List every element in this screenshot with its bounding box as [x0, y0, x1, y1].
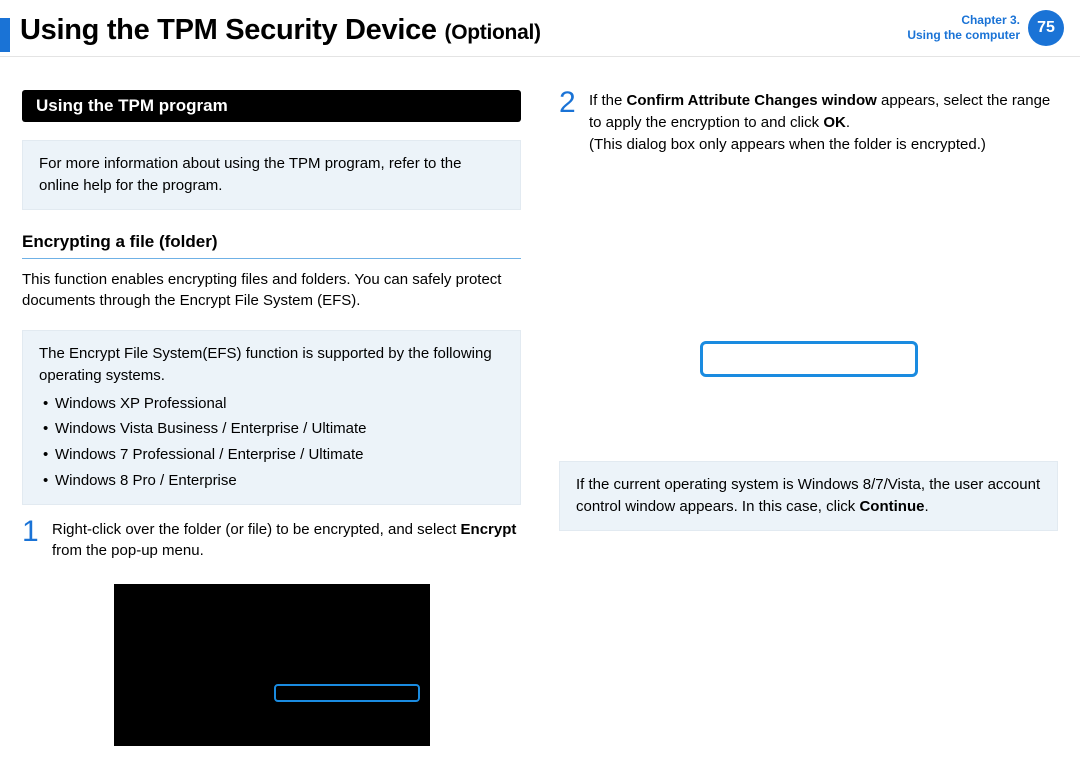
info-box-os-lead: The Encrypt File System(EFS) function is… — [39, 345, 492, 384]
step-2-text-b: Confirm Attribute Changes window — [627, 92, 877, 109]
step-2-text-a: If the — [589, 92, 627, 109]
step-2-number: 2 — [559, 88, 589, 118]
info-box-uac-a: If the current operating system is Windo… — [576, 476, 1040, 515]
right-column: 2 If the Confirm Attribute Changes windo… — [559, 90, 1058, 746]
step-1-number: 1 — [22, 517, 52, 547]
chapter-line-2: Using the computer — [907, 28, 1020, 43]
info-box-help-text: For more information about using the TPM… — [39, 155, 461, 194]
os-list: Windows XP Professional Windows Vista Bu… — [39, 393, 504, 492]
step-2: 2 If the Confirm Attribute Changes windo… — [559, 90, 1058, 155]
chapter-block: Chapter 3. Using the computer 75 — [907, 10, 1064, 46]
info-box-uac-b: Continue — [859, 498, 924, 515]
section-bar-tpm-program: Using the TPM program — [22, 90, 521, 122]
info-box-os-support: The Encrypt File System(EFS) function is… — [22, 330, 521, 505]
header-accent-bar — [0, 18, 10, 52]
step-1-text-a: Right-click over the folder (or file) to… — [52, 521, 461, 538]
page-title: Using the TPM Security Device (Optional) — [20, 14, 541, 47]
chapter-text: Chapter 3. Using the computer — [907, 13, 1020, 43]
step-2-text: If the Confirm Attribute Changes window … — [589, 90, 1058, 155]
page-number-badge: 75 — [1028, 10, 1064, 46]
step-1: 1 Right-click over the folder (or file) … — [22, 519, 521, 563]
subhead-rule — [22, 258, 521, 259]
info-box-uac-c: . — [924, 498, 928, 515]
step-2-text-d: OK — [823, 114, 846, 131]
step-1-text: Right-click over the folder (or file) to… — [52, 519, 521, 563]
intro-paragraph: This function enables encrypting files a… — [22, 269, 521, 313]
info-box-uac: If the current operating system is Windo… — [559, 461, 1058, 531]
subhead-encrypting: Encrypting a file (folder) — [22, 232, 521, 256]
screenshot-context-menu — [114, 584, 430, 746]
list-item: Windows XP Professional — [39, 393, 504, 415]
page-title-main: Using the TPM Security Device — [20, 14, 437, 46]
page-root: Using the TPM Security Device (Optional)… — [0, 0, 1080, 766]
step-1-text-c: from the pop-up menu. — [52, 542, 204, 559]
page-header: Using the TPM Security Device (Optional)… — [0, 0, 1080, 62]
screenshot-confirm-dialog — [570, 183, 1048, 433]
page-title-optional: (Optional) — [445, 21, 541, 44]
step-1-text-bold: Encrypt — [461, 521, 517, 538]
header-divider — [0, 56, 1080, 57]
screenshot-highlight — [274, 684, 420, 702]
list-item: Windows Vista Business / Enterprise / Ul… — [39, 418, 504, 440]
left-column: Using the TPM program For more informati… — [22, 90, 521, 746]
screenshot-highlight — [700, 341, 918, 377]
chapter-line-1: Chapter 3. — [907, 13, 1020, 28]
step-2-text-f: (This dialog box only appears when the f… — [589, 136, 986, 153]
content-columns: Using the TPM program For more informati… — [0, 62, 1080, 746]
list-item: Windows 7 Professional / Enterprise / Ul… — [39, 444, 504, 466]
subhead-wrap: Encrypting a file (folder) — [22, 232, 521, 259]
step-2-text-e: . — [846, 114, 850, 131]
list-item: Windows 8 Pro / Enterprise — [39, 470, 504, 492]
info-box-help: For more information about using the TPM… — [22, 140, 521, 210]
